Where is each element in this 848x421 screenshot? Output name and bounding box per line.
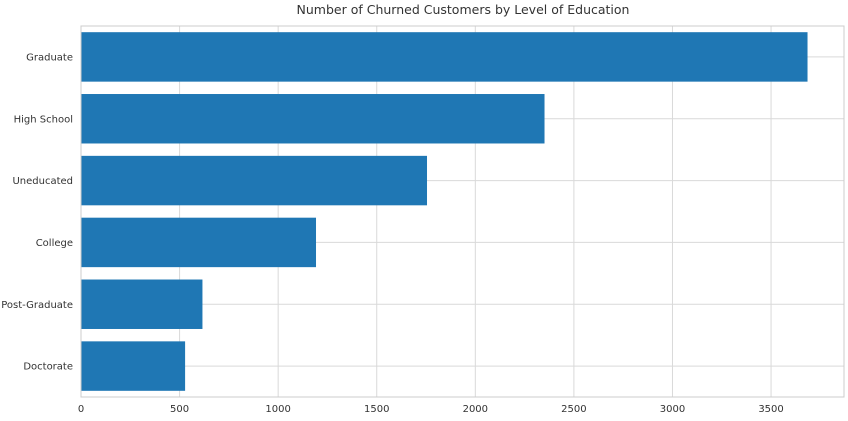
bar-doctorate (81, 341, 186, 391)
y-tick-label: Uneducated (12, 176, 73, 187)
chart-title: Number of Churned Customers by Level of … (297, 2, 630, 17)
bar-post-graduate (81, 279, 203, 329)
y-tick-label: High School (14, 114, 73, 125)
y-tick-labels: Graduate High School Uneducated College Post… (1, 52, 73, 372)
y-tick-label: Post-Graduate (1, 300, 73, 311)
plot-frame (80, 25, 845, 398)
bars (81, 32, 808, 391)
bar-high-school (81, 94, 545, 144)
x-tick-label: 2000 (463, 404, 488, 415)
x-tick-label: 0 (78, 404, 84, 415)
x-tick-label: 3500 (758, 404, 783, 415)
x-tick-label: 3000 (660, 404, 685, 415)
x-tick-labels: 0 500 1000 1500 2000 2500 3000 3500 (78, 404, 784, 415)
x-tick-label: 2500 (561, 404, 586, 415)
bar-uneducated (81, 155, 428, 206)
x-tick-label: 1500 (364, 404, 389, 415)
bar-graduate (81, 32, 808, 82)
x-tick-label: 500 (170, 404, 189, 415)
y-tick-label: College (36, 238, 73, 249)
y-tick-label: Graduate (26, 52, 73, 63)
x-tick-label: 1000 (265, 404, 290, 415)
bar-college (81, 217, 317, 268)
y-tick-label: Doctorate (23, 362, 73, 373)
